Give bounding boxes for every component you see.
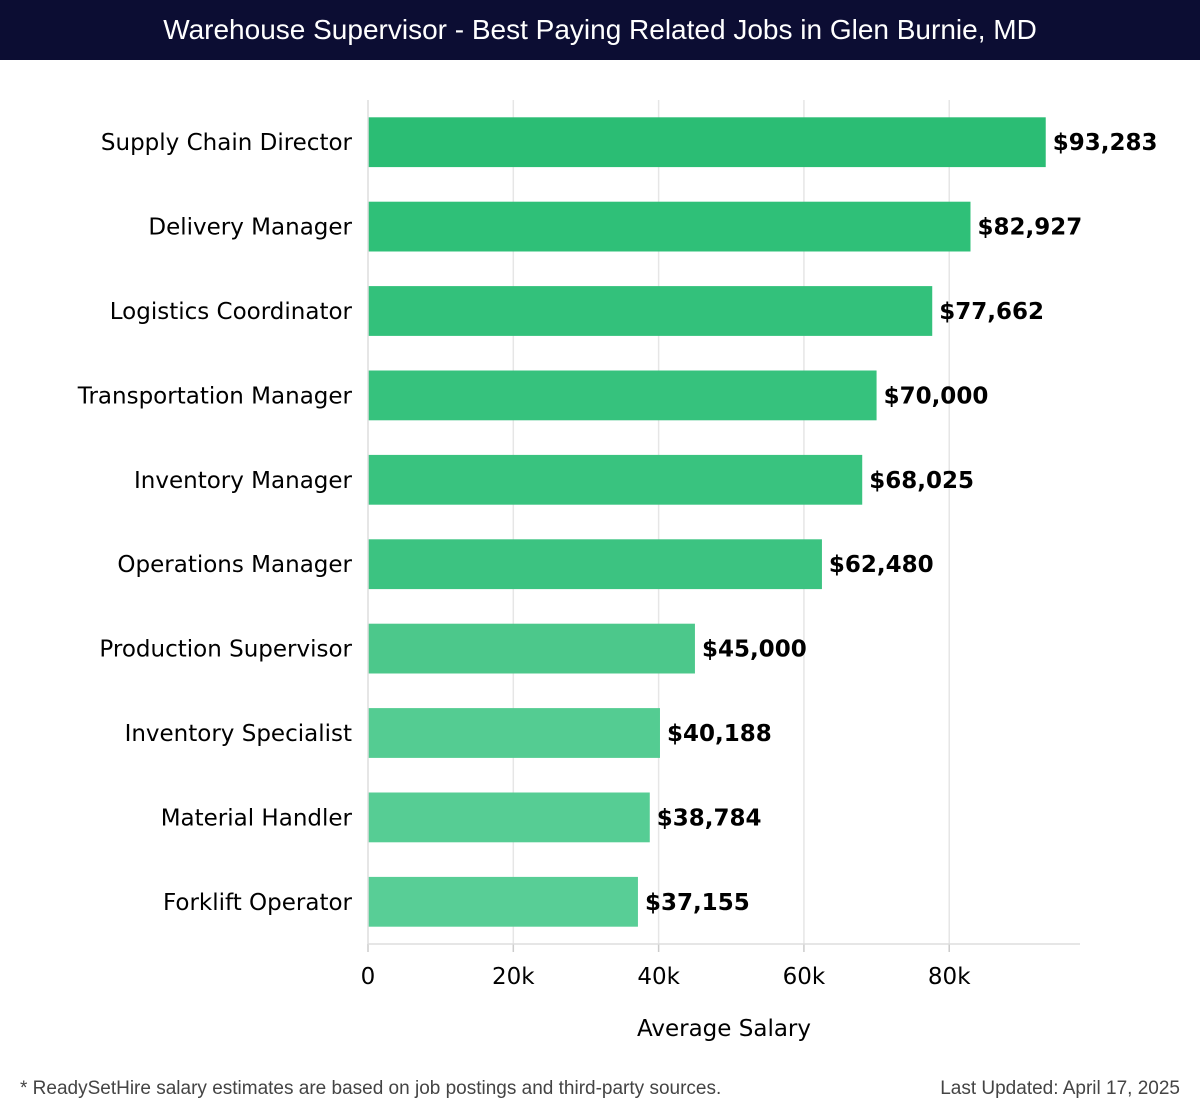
category-label: Inventory Specialist (125, 721, 352, 747)
tick-label: 0 (361, 964, 376, 990)
last-updated: Last Updated: April 17, 2025 (940, 1078, 1180, 1099)
value-label: $70,000 (884, 383, 989, 409)
category-label: Transportation Manager (77, 383, 353, 409)
value-label: $62,480 (829, 552, 934, 578)
value-label: $93,283 (1053, 130, 1158, 156)
category-label: Logistics Coordinator (110, 299, 353, 325)
bar-2 (368, 201, 971, 252)
footer-note: * ReadySetHire salary estimates are base… (20, 1078, 722, 1099)
value-label: $38,784 (657, 805, 762, 831)
value-label: $40,188 (667, 721, 772, 747)
bars (368, 117, 1046, 927)
bar-1 (368, 117, 1046, 168)
bar-7 (368, 623, 695, 674)
bar-6 (368, 539, 822, 590)
bar-4 (368, 370, 877, 421)
tick-label: 80k (928, 964, 971, 990)
bar-5 (368, 454, 863, 505)
tick-label: 40k (637, 964, 680, 990)
value-label: $45,000 (702, 637, 807, 663)
value-label: $77,662 (939, 299, 1044, 325)
value-label: $37,155 (645, 890, 750, 916)
category-label: Production Supervisor (99, 637, 352, 663)
value-label: $68,025 (869, 468, 974, 494)
tick-label: 60k (783, 964, 826, 990)
category-label: Supply Chain Director (101, 130, 353, 156)
value-label: $82,927 (977, 215, 1082, 241)
x-axis-title: Average Salary (637, 1016, 811, 1042)
x-axis-ticks: 0 20k 40k 60k 80k (361, 944, 971, 990)
chart-title: Warehouse Supervisor - Best Paying Relat… (0, 0, 1200, 60)
category-label: Delivery Manager (148, 215, 352, 241)
category-label: Operations Manager (117, 552, 352, 578)
bar-10 (368, 876, 638, 927)
bar-chart: Supply Chain Director Delivery Manager Log… (77, 100, 1158, 1042)
value-labels: $93,283 $82,927 $77,662 $70,000 $68,025 $62,4… (645, 130, 1158, 916)
bar-9 (368, 792, 650, 843)
bar-8 (368, 708, 660, 758)
category-label: Forklift Operator (163, 890, 353, 916)
category-labels: Supply Chain Director Delivery Manager Log… (77, 130, 353, 916)
category-label: Inventory Manager (134, 468, 353, 494)
bar-3 (368, 286, 933, 336)
tick-label: 20k (492, 964, 535, 990)
category-label: Material Handler (161, 805, 353, 831)
